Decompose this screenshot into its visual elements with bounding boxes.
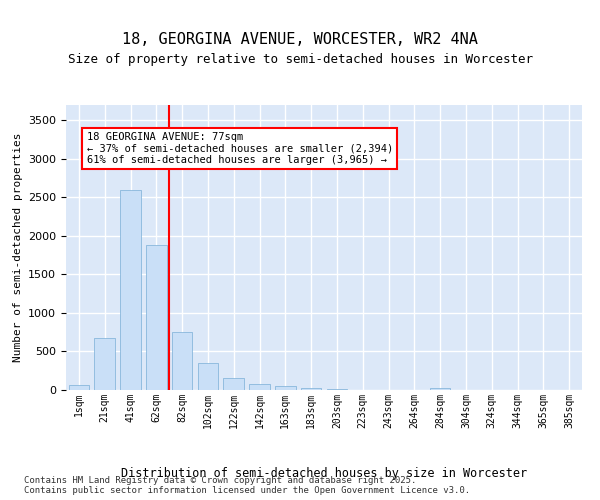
Text: 304sqm: 304sqm (461, 393, 471, 428)
Bar (326, 388, 347, 390)
Bar (430, 388, 451, 390)
Text: 223sqm: 223sqm (358, 393, 368, 428)
Text: 163sqm: 163sqm (280, 393, 290, 428)
Text: 385sqm: 385sqm (564, 393, 574, 428)
Text: 82sqm: 82sqm (177, 393, 187, 422)
Bar (94, 338, 115, 390)
Bar (68, 385, 89, 390)
Text: 183sqm: 183sqm (306, 393, 316, 428)
Text: 18 GEORGINA AVENUE: 77sqm
← 37% of semi-detached houses are smaller (2,394)
61% : 18 GEORGINA AVENUE: 77sqm ← 37% of semi-… (86, 132, 393, 165)
Text: 243sqm: 243sqm (383, 393, 394, 428)
Text: 1sqm: 1sqm (74, 393, 84, 416)
Text: 284sqm: 284sqm (435, 393, 445, 428)
Bar (249, 384, 270, 390)
Text: Size of property relative to semi-detached houses in Worcester: Size of property relative to semi-detach… (67, 52, 533, 66)
Text: 142sqm: 142sqm (254, 393, 265, 428)
Text: 324sqm: 324sqm (487, 393, 497, 428)
X-axis label: Distribution of semi-detached houses by size in Worcester: Distribution of semi-detached houses by … (121, 467, 527, 480)
Bar (146, 245, 167, 390)
Text: 41sqm: 41sqm (125, 393, 136, 422)
Bar (172, 332, 193, 390)
Bar (275, 386, 296, 390)
Text: 203sqm: 203sqm (332, 393, 342, 428)
Y-axis label: Number of semi-detached properties: Number of semi-detached properties (13, 132, 23, 362)
Text: 264sqm: 264sqm (409, 393, 419, 428)
Text: Contains HM Land Registry data © Crown copyright and database right 2025.
Contai: Contains HM Land Registry data © Crown c… (24, 476, 470, 495)
Text: 102sqm: 102sqm (203, 393, 213, 428)
Text: 21sqm: 21sqm (100, 393, 110, 422)
Text: 344sqm: 344sqm (512, 393, 523, 428)
Text: 365sqm: 365sqm (538, 393, 548, 428)
Text: 122sqm: 122sqm (229, 393, 239, 428)
Bar (120, 190, 141, 390)
Text: 18, GEORGINA AVENUE, WORCESTER, WR2 4NA: 18, GEORGINA AVENUE, WORCESTER, WR2 4NA (122, 32, 478, 48)
Bar (301, 388, 322, 390)
Bar (197, 362, 218, 390)
Bar (223, 378, 244, 390)
Text: 62sqm: 62sqm (151, 393, 161, 422)
